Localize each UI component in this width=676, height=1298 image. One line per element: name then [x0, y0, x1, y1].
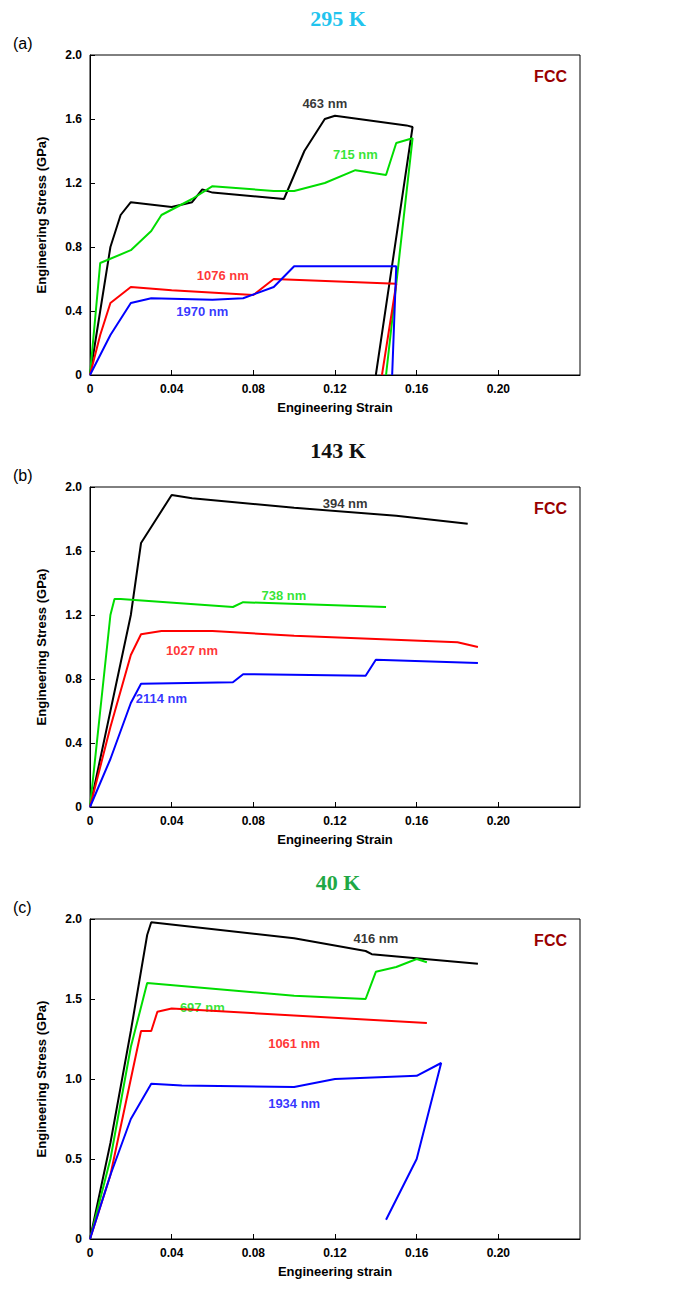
- svg-text:0.16: 0.16: [405, 814, 429, 828]
- svg-text:0: 0: [75, 1232, 82, 1246]
- svg-text:(c): (c): [13, 899, 32, 916]
- svg-text:2114 nm: 2114 nm: [136, 691, 187, 706]
- svg-text:0: 0: [75, 800, 82, 814]
- svg-text:0.20: 0.20: [487, 814, 511, 828]
- svg-text:0.5: 0.5: [65, 1152, 82, 1166]
- svg-text:0.8: 0.8: [65, 672, 82, 686]
- svg-text:697 nm: 697 nm: [180, 1000, 225, 1015]
- svg-text:0.04: 0.04: [160, 382, 184, 396]
- svg-text:1.6: 1.6: [65, 112, 82, 126]
- svg-text:1934 nm: 1934 nm: [268, 1096, 320, 1111]
- svg-text:295 K: 295 K: [310, 6, 366, 31]
- svg-text:715 nm: 715 nm: [333, 147, 378, 162]
- svg-text:0.04: 0.04: [160, 1246, 184, 1260]
- svg-text:0.12: 0.12: [323, 814, 347, 828]
- svg-text:463 nm: 463 nm: [302, 96, 347, 111]
- svg-text:0.4: 0.4: [65, 736, 82, 750]
- svg-text:1.6: 1.6: [65, 544, 82, 558]
- svg-text:0.08: 0.08: [242, 382, 266, 396]
- svg-text:0.08: 0.08: [242, 1246, 266, 1260]
- svg-text:1.0: 1.0: [65, 1072, 82, 1086]
- svg-text:40 K: 40 K: [316, 870, 361, 895]
- svg-text:0.20: 0.20: [487, 1246, 511, 1260]
- svg-text:Engineering Stress (GPa): Engineering Stress (GPa): [34, 1001, 49, 1158]
- svg-text:0.16: 0.16: [405, 1246, 429, 1260]
- svg-text:1.5: 1.5: [65, 992, 82, 1006]
- svg-text:1076 nm: 1076 nm: [197, 268, 249, 283]
- svg-text:0.4: 0.4: [65, 304, 82, 318]
- svg-text:1061 nm: 1061 nm: [268, 1036, 320, 1051]
- svg-text:FCC: FCC: [534, 932, 567, 949]
- svg-text:2.0: 2.0: [65, 48, 82, 62]
- svg-text:(b): (b): [13, 467, 33, 484]
- svg-text:0.8: 0.8: [65, 240, 82, 254]
- svg-text:0.04: 0.04: [160, 814, 184, 828]
- svg-text:143 K: 143 K: [310, 438, 366, 463]
- svg-text:Engineering Stress (GPa): Engineering Stress (GPa): [34, 137, 49, 294]
- svg-text:0.16: 0.16: [405, 382, 429, 396]
- svg-text:Engineering Strain: Engineering Strain: [277, 832, 393, 847]
- svg-text:1.2: 1.2: [65, 176, 82, 190]
- svg-text:1970 nm: 1970 nm: [176, 304, 228, 319]
- svg-text:Engineering Strain: Engineering Strain: [277, 400, 393, 415]
- svg-text:FCC: FCC: [534, 500, 567, 517]
- svg-text:416 nm: 416 nm: [353, 931, 398, 946]
- svg-text:2.0: 2.0: [65, 912, 82, 926]
- svg-text:0: 0: [75, 368, 82, 382]
- svg-text:1.2: 1.2: [65, 608, 82, 622]
- svg-text:0: 0: [87, 382, 94, 396]
- svg-text:FCC: FCC: [534, 68, 567, 85]
- svg-text:1027 nm: 1027 nm: [166, 643, 218, 658]
- svg-text:0.20: 0.20: [487, 382, 511, 396]
- svg-text:Engineering Stress (GPa): Engineering Stress (GPa): [34, 569, 49, 726]
- svg-text:0.12: 0.12: [323, 382, 347, 396]
- svg-text:Engineering strain: Engineering strain: [278, 1264, 392, 1279]
- svg-text:394 nm: 394 nm: [323, 496, 368, 511]
- svg-text:738 nm: 738 nm: [262, 588, 307, 603]
- svg-text:0: 0: [87, 814, 94, 828]
- svg-text:0.12: 0.12: [323, 1246, 347, 1260]
- svg-text:(a): (a): [13, 35, 33, 52]
- svg-text:0: 0: [87, 1246, 94, 1260]
- svg-text:0.08: 0.08: [242, 814, 266, 828]
- svg-text:2.0: 2.0: [65, 480, 82, 494]
